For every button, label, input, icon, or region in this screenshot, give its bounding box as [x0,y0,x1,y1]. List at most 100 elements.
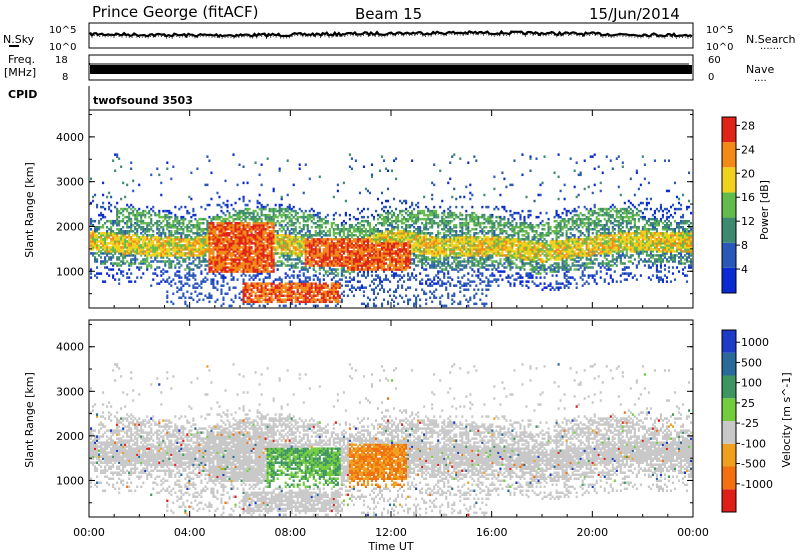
power-cell [348,256,351,259]
power-cell [370,254,374,257]
power-cell [180,234,183,237]
power-cell [378,213,382,217]
power-cell [415,215,418,219]
power-cell [294,246,297,249]
power-cell [210,250,213,253]
power-cell [318,232,321,235]
power-cell [334,254,337,257]
power-cell [160,181,163,185]
power-cell [334,238,337,241]
power-cell [346,280,349,283]
power-cell [360,254,363,257]
power-cell [218,266,221,269]
power-cell [403,252,406,255]
power-cell [120,252,123,255]
power-cell [194,225,197,229]
power-cell [228,248,231,251]
power-cell [282,256,285,259]
power-cell [124,246,127,249]
power-cell [423,209,426,213]
power-cell [328,230,331,233]
power-cell [236,246,239,249]
power-cell [443,221,446,225]
power-cell [272,240,275,243]
power-cell [441,280,444,283]
power-cell [362,248,366,251]
power-cell [146,225,149,229]
power-cell [298,240,301,243]
power-cell [322,240,325,243]
power-cell [407,240,410,243]
power-cell [164,250,167,253]
power-cell [370,280,374,283]
power-cell [264,230,267,233]
power-cell [308,217,311,221]
power-cell [334,246,337,249]
power-cell [148,254,151,257]
power-cell [388,223,392,227]
power-cell [384,248,388,251]
power-cell [298,256,301,259]
power-cell [380,242,384,245]
power-cell [210,232,213,235]
power-cell [284,284,287,287]
power-cell [324,240,327,243]
power-cell [364,250,368,253]
power-cell [290,290,293,293]
power-cell [360,250,363,253]
power-cell [140,246,143,249]
power-cell [318,219,321,223]
power-cell [170,284,173,287]
power-cell [358,280,361,283]
power-cell [308,252,311,255]
power-cell [162,268,165,271]
power-cell [222,268,225,271]
power-cell [268,238,271,241]
power-cell [318,284,321,287]
power-cell [254,240,257,243]
power-cell [423,236,426,239]
power-cell [413,225,416,229]
power-cell [120,264,123,267]
power-cell [284,264,287,267]
power-cell [372,256,376,259]
power-cell [108,207,111,211]
power-cell [433,266,436,269]
power-cell [150,207,153,211]
power-cell [290,227,293,231]
power-cell [208,258,211,261]
power-cell [270,286,273,289]
power-cell [370,270,374,273]
power-cell [405,227,408,231]
power-cell [134,217,137,221]
power-cell [100,234,103,237]
power-cell [302,246,305,249]
power-cell [190,262,193,265]
power-cell [116,227,119,231]
power-cell [298,294,301,298]
power-cell [415,236,418,239]
power-cell [166,278,169,281]
power-cell [382,234,386,237]
power-cell [354,223,357,227]
power-cell [178,207,181,211]
power-cell [110,225,113,229]
power-cell [100,211,103,215]
power-cell [288,288,291,291]
power-cell [272,238,275,241]
power-cell [395,290,398,293]
power-cell [393,300,396,304]
power-cell [166,290,169,293]
power-cell [356,266,359,269]
power-cell [322,284,325,287]
power-cell [358,225,361,229]
power-cell [296,246,299,249]
power-cell [354,258,357,261]
power-cell [411,250,414,253]
power-cell [250,225,253,229]
power-cell [358,191,361,195]
power-cell [122,256,125,259]
power-cell [290,294,293,298]
power-cell [395,221,398,225]
power-cell [322,264,325,267]
